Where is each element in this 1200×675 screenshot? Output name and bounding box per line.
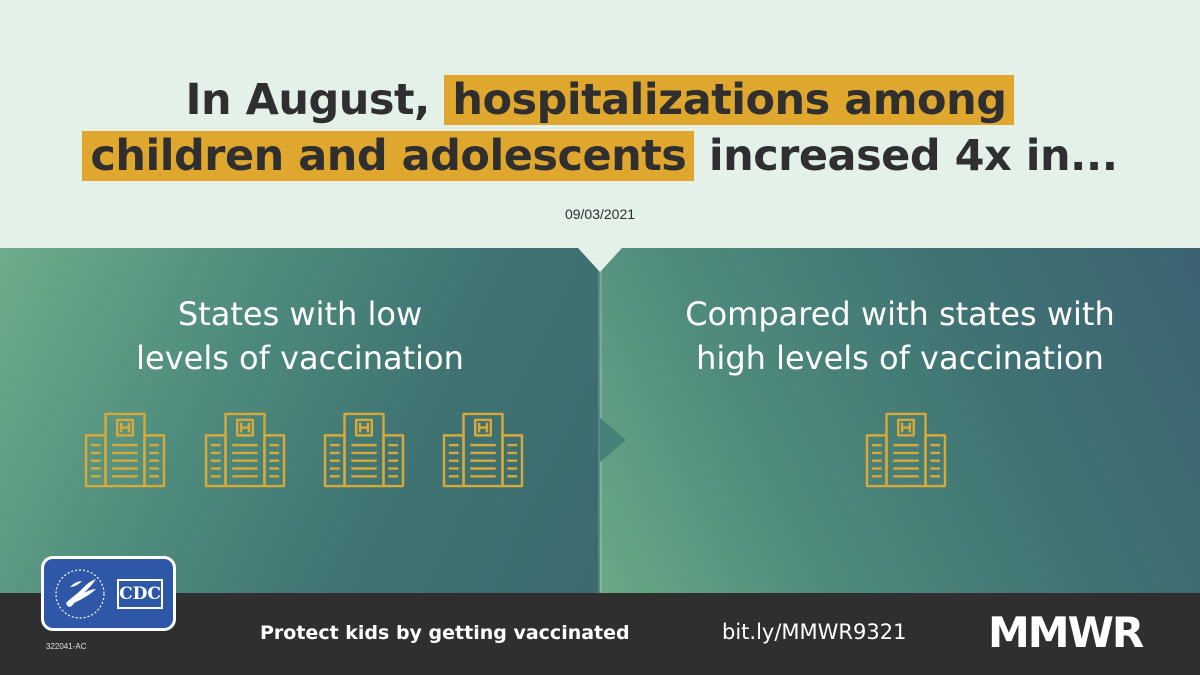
- high-vaccination-title: Compared with states with high levels of…: [600, 292, 1200, 380]
- high-vaccination-title-line-1: Compared with states with: [685, 295, 1115, 333]
- headline-text-1: In August,: [185, 75, 445, 125]
- cdc-logo-inner: CDC: [44, 559, 173, 628]
- low-vaccination-panel: [0, 248, 600, 593]
- hospital-building-icon: [323, 412, 405, 488]
- hospital-building-icon: [865, 412, 947, 488]
- headline-text-2: increased 4x in...: [694, 131, 1118, 181]
- footer-slogan: Protect kids by getting vaccinated: [260, 622, 630, 644]
- headline-highlight-2: children and adolescents: [82, 131, 695, 181]
- publication-date: 09/03/2021: [564, 206, 636, 222]
- hospital-building-icon: [442, 412, 524, 488]
- headline-highlight-1: hospitalizations among: [444, 75, 1015, 125]
- headline-line-1: In August, hospitalizations among: [0, 72, 1200, 128]
- headline-line-2: children and adolescents increased 4x in…: [0, 128, 1200, 184]
- document-code: 322041-AC: [46, 642, 87, 651]
- hhs-eagle-icon: [55, 569, 105, 619]
- low-vaccination-title-line-2: levels of vaccination: [136, 339, 464, 377]
- low-vaccination-title-line-1: States with low: [177, 295, 423, 333]
- footer-link[interactable]: bit.ly/MMWR9321: [722, 620, 907, 644]
- hospital-building-icon: [204, 412, 286, 488]
- hospital-building-icon: [84, 412, 166, 488]
- high-vaccination-title-line-2: high levels of vaccination: [696, 339, 1104, 377]
- low-vaccination-title: States with low levels of vaccination: [0, 292, 600, 380]
- footer-bar: [0, 593, 1200, 675]
- notch-pointer-icon: [578, 248, 622, 272]
- cdc-wordmark: CDC: [117, 579, 163, 609]
- header: [0, 0, 1200, 250]
- mmwr-logo: MMWR: [988, 608, 1144, 657]
- arrow-right-icon: [600, 418, 626, 462]
- cdc-logo: CDC: [41, 556, 176, 631]
- headline: In August, hospitalizations among childr…: [0, 72, 1200, 184]
